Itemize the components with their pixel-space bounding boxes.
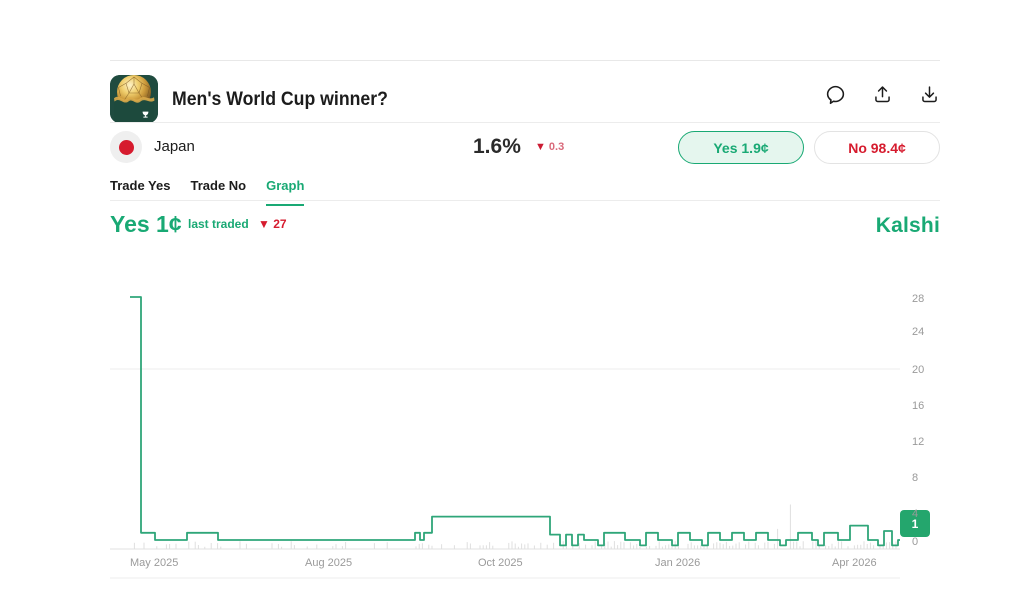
svg-text:Aug 2025: Aug 2025 bbox=[305, 557, 352, 569]
svg-text:Jan 2026: Jan 2026 bbox=[655, 557, 700, 569]
svg-text:24: 24 bbox=[912, 326, 924, 338]
svg-text:28: 28 bbox=[912, 293, 924, 305]
svg-text:May 2025: May 2025 bbox=[130, 557, 178, 569]
svg-text:Apr 2026: Apr 2026 bbox=[832, 557, 877, 569]
svg-text:12: 12 bbox=[912, 436, 924, 448]
svg-text:0: 0 bbox=[912, 536, 918, 548]
svg-text:20: 20 bbox=[912, 364, 924, 376]
svg-text:8: 8 bbox=[912, 472, 918, 484]
svg-text:16: 16 bbox=[912, 400, 924, 412]
svg-text:4: 4 bbox=[912, 508, 918, 520]
svg-text:Oct 2025: Oct 2025 bbox=[478, 557, 523, 569]
